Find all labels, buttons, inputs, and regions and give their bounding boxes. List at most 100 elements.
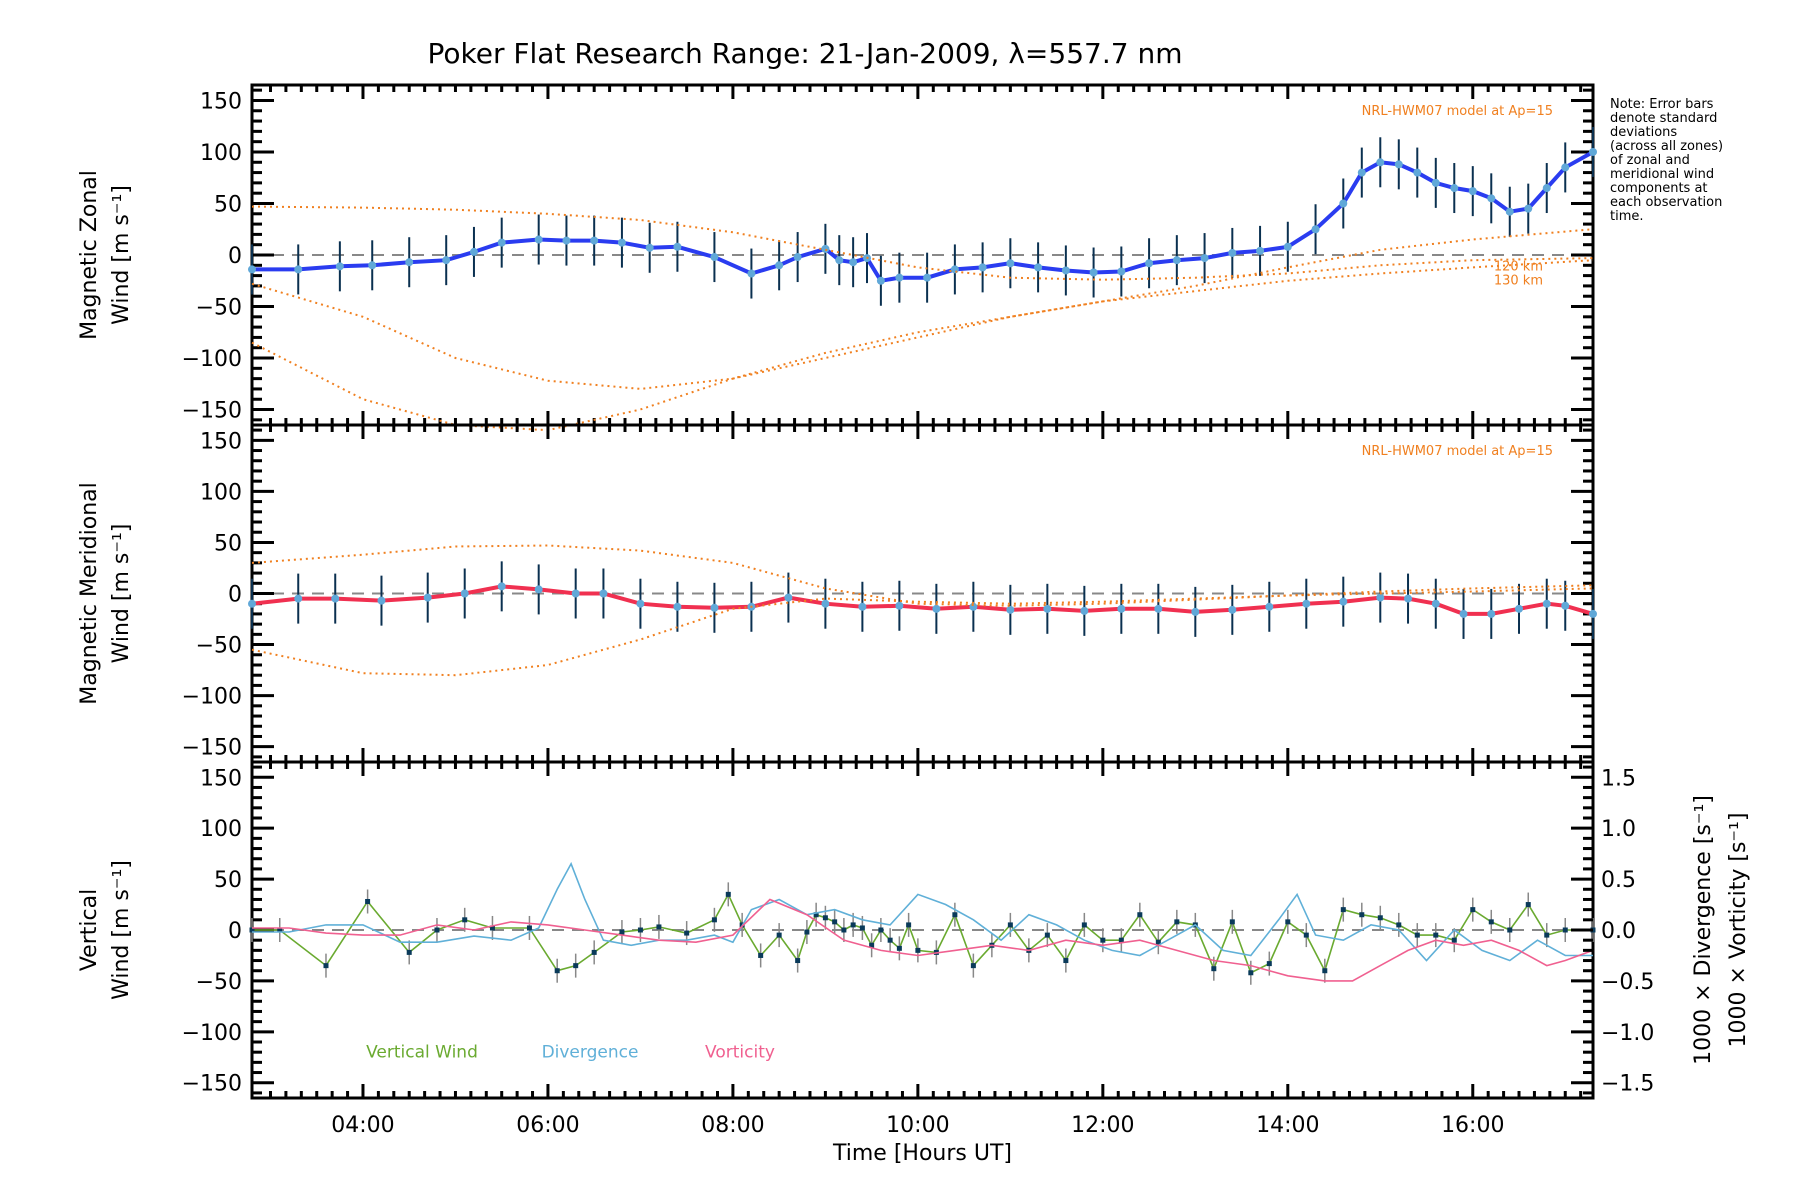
- x-tick-label: 12:00: [1071, 1113, 1134, 1138]
- data-point: [895, 273, 904, 282]
- panel-zonal: −150 −100 −50 0 50 100 150 Magnetic Zonal Wind […: [77, 83, 1597, 432]
- y2-tick-label: −1.5: [1601, 1072, 1654, 1097]
- y2-tick-label: 0.0: [1601, 919, 1636, 944]
- data-point: [1524, 204, 1533, 213]
- x-axis-label: Time [Hours UT]: [832, 1141, 1012, 1166]
- data-point: [832, 919, 838, 925]
- data-point: [1006, 605, 1015, 614]
- data-point: [294, 265, 303, 274]
- data-point: [331, 594, 340, 603]
- data-point: [1505, 207, 1514, 216]
- data-point: [1100, 937, 1106, 943]
- data-point: [1377, 915, 1383, 921]
- data-point: [1265, 602, 1274, 611]
- data-point: [656, 924, 662, 930]
- data-point: [1561, 163, 1570, 172]
- data-point: [1525, 902, 1531, 908]
- y-tick-label: 100: [200, 480, 242, 505]
- data-point: [711, 917, 717, 923]
- note-line: denote standard: [1610, 111, 1717, 126]
- data-point: [758, 952, 764, 958]
- model-altitude-label: 130 km: [1494, 273, 1543, 288]
- data-point: [684, 930, 690, 936]
- y-axis-label: Magnetic Zonal: [77, 170, 102, 340]
- data-point: [673, 242, 682, 251]
- data-point: [1396, 922, 1402, 928]
- data-point: [526, 925, 532, 931]
- y-tick-label: 100: [200, 817, 242, 842]
- data-point: [970, 963, 976, 969]
- data-point: [571, 589, 580, 598]
- y2-tick-label: −1.0: [1601, 1021, 1654, 1046]
- data-point: [1191, 607, 1200, 616]
- y-axis-label: Magnetic Meridional: [77, 482, 102, 704]
- data-point: [1515, 604, 1524, 613]
- series-line-vertical-wind: [252, 892, 1593, 974]
- data-point: [1154, 604, 1163, 613]
- data-point: [775, 261, 784, 270]
- data-point: [1487, 194, 1496, 203]
- note-line: components at: [1610, 181, 1708, 196]
- data-point: [1228, 605, 1237, 614]
- data-point: [562, 236, 571, 245]
- y-tick-label: −150: [182, 1072, 242, 1097]
- series-line-hwm07-model-lower-: [251, 228, 1594, 432]
- data-point: [1044, 932, 1050, 938]
- data-point: [804, 929, 810, 935]
- y-tick-label: −50: [196, 970, 242, 995]
- data-point: [876, 276, 885, 285]
- data-point: [859, 925, 865, 931]
- y-tick-label: −100: [182, 347, 242, 372]
- y2-tick-label: 0.5: [1601, 868, 1636, 893]
- data-point: [952, 912, 958, 918]
- data-point: [725, 891, 731, 897]
- y2-tick-label: −0.5: [1601, 970, 1654, 995]
- note-line: each observation: [1610, 195, 1722, 210]
- data-point: [673, 602, 682, 611]
- data-point: [1145, 259, 1154, 268]
- data-point: [1542, 184, 1551, 193]
- data-point: [915, 947, 921, 953]
- data-point: [1339, 597, 1348, 606]
- data-point: [1414, 932, 1420, 938]
- data-point: [1007, 922, 1013, 928]
- data-point: [249, 927, 255, 933]
- model-annotation: NRL-HWM07 model at Ap=15: [1362, 104, 1553, 119]
- data-point: [554, 968, 560, 974]
- x-tick-label: 14:00: [1256, 1113, 1319, 1138]
- data-point: [1413, 168, 1422, 177]
- data-point: [895, 601, 904, 610]
- data-point: [277, 927, 283, 933]
- legend-item: Vorticity: [705, 1042, 775, 1062]
- y-axis-label-units: Wind [m s⁻¹]: [109, 524, 134, 664]
- y-tick-label: −50: [196, 296, 242, 321]
- y-axis-label-units: Wind [m s⁻¹]: [109, 860, 134, 1000]
- data-point: [822, 915, 828, 921]
- data-point: [795, 958, 801, 964]
- panel-vertical: −150 −100 −50 0 50 100 150 Vertical Wind [m s⁻¹]…: [77, 760, 1751, 1166]
- data-point: [248, 265, 256, 274]
- series-line-hwm07-model-upper-: [251, 544, 1594, 607]
- note-line: (across all zones): [1610, 139, 1723, 154]
- data-point: [1155, 939, 1161, 945]
- data-point: [1404, 594, 1413, 603]
- data-point: [1562, 927, 1568, 933]
- legend-item: Divergence: [542, 1042, 639, 1062]
- data-point: [377, 596, 386, 605]
- y-tick-label: 50: [214, 192, 242, 217]
- x-tick-label: 04:00: [331, 1113, 394, 1138]
- data-point: [637, 927, 643, 933]
- data-point: [1589, 609, 1597, 618]
- data-point: [1322, 968, 1328, 974]
- data-point: [1589, 147, 1597, 156]
- data-point: [1468, 187, 1477, 196]
- data-point: [248, 599, 256, 608]
- data-point: [1488, 919, 1494, 925]
- data-point: [1043, 604, 1052, 613]
- data-point: [368, 261, 377, 270]
- data-point: [1248, 970, 1254, 976]
- data-point: [617, 238, 626, 247]
- x-tick-label: 08:00: [701, 1113, 764, 1138]
